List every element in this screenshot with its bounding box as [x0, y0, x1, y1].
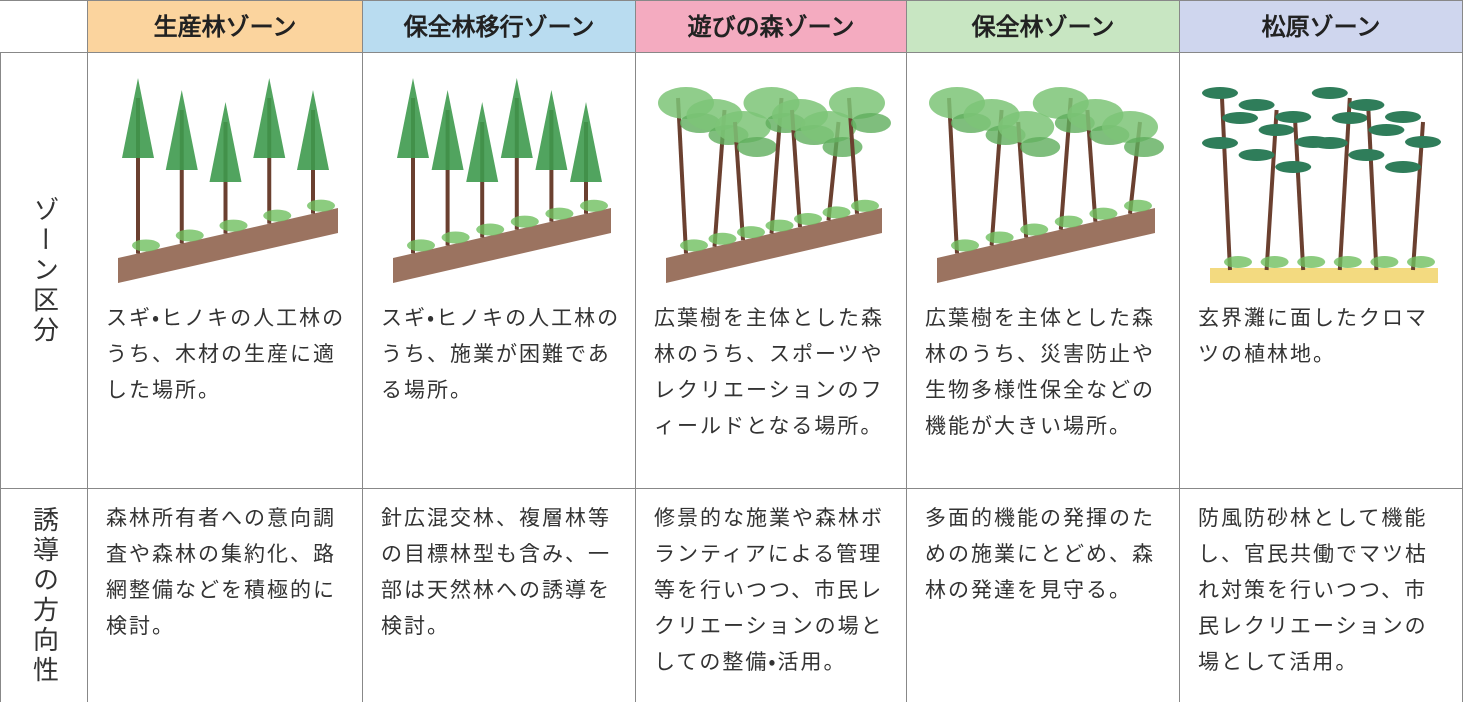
row-divider	[0, 488, 1463, 489]
column-header: 生産林ゾーン	[88, 0, 363, 53]
column-header: 保全林ゾーン	[907, 0, 1180, 53]
zone-illustration	[118, 78, 338, 283]
zone-description: スギ・ヒノキの人工林のうち、施業が困難である場所。	[381, 306, 621, 402]
zone-illustration	[658, 87, 891, 283]
column-header: 保全林移行ゾーン	[363, 0, 636, 53]
guidance-text: 修景的な施業や森林ボランティアによる管理等を行いつつ、市民レクリエーションの場と…	[654, 506, 884, 674]
column-header: 松原ゾーン	[1180, 0, 1463, 53]
guidance-text: 森林所有者への意向調査や森林の集約化、路網整備などを積極的に検討。	[106, 506, 336, 638]
zone-description: 広葉樹を主体とした森林のうち、スポーツやレクリエーションのフィールドとなる場所。	[654, 306, 884, 438]
corner-cell	[0, 0, 88, 53]
guidance-text: 防風防砂林として機能し、官民共働でマツ枯れ対策を行いつつ、市民レクリエーションの…	[1198, 506, 1428, 674]
guidance-text: 針広混交林、複層林等の目標林型も含み、一部は天然林への誘導を検討。	[381, 506, 611, 638]
zone-illustration	[393, 78, 611, 283]
zone-illustration	[1202, 87, 1441, 283]
column-divider	[1179, 0, 1180, 702]
row-label: 誘導の方向性	[0, 489, 88, 702]
guidance-text: 多面的機能の発揮のための施業にとどめ、森林の発達を見守る。	[925, 506, 1155, 602]
zone-description: 玄界灘に面したクロマツの植林地。	[1198, 306, 1428, 366]
column-divider	[362, 0, 363, 702]
column-header: 遊びの森ゾーン	[636, 0, 907, 53]
row-label: ゾーン区分	[0, 53, 88, 489]
zone-illustration	[929, 87, 1164, 283]
column-divider	[906, 0, 907, 702]
column-divider	[635, 0, 636, 702]
zone-description: 広葉樹を主体とした森林のうち、災害防止や生物多様性保全などの機能が大きい場所。	[925, 306, 1155, 438]
zone-description: スギ・ヒノキの人工林のうち、木材の生産に適した場所。	[106, 306, 346, 402]
